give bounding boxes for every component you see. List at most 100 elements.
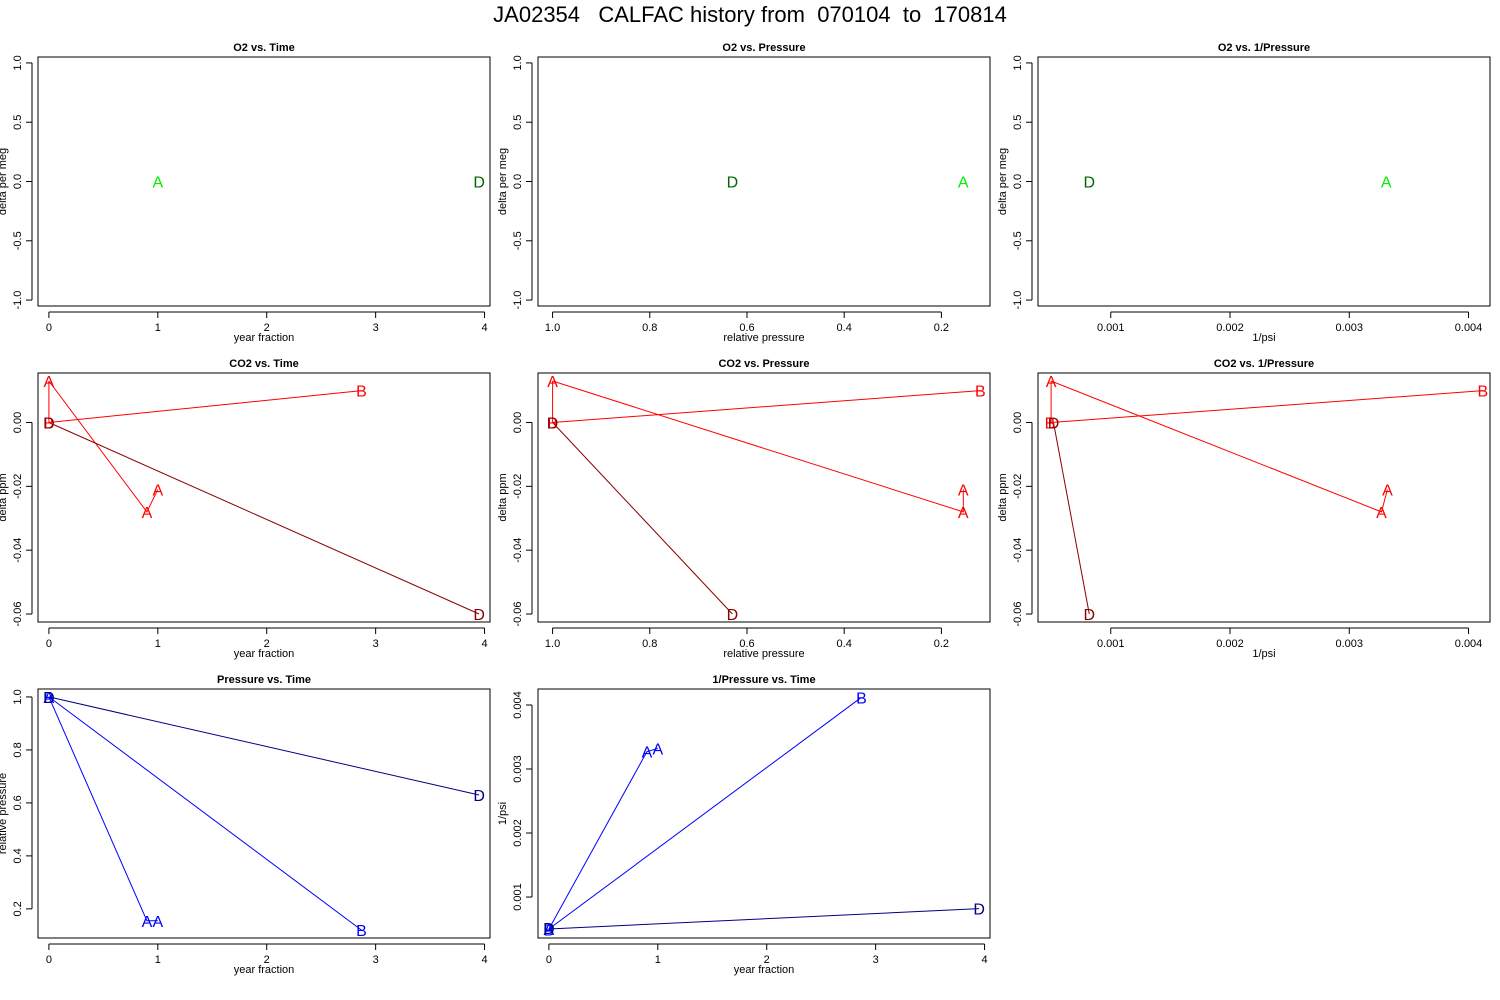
plot-frame — [1037, 372, 1491, 623]
data-point-a: A — [1382, 483, 1393, 500]
plot-frame — [1037, 56, 1491, 307]
data-point-b: B — [44, 690, 55, 707]
x-tick-label: 3 — [373, 322, 379, 334]
y-tick-label: 0.8 — [12, 742, 24, 757]
series-line — [48, 696, 158, 922]
y-tick-label: 0.5 — [1012, 115, 1024, 130]
y-tick-label: 0.004 — [512, 691, 524, 719]
series-line — [48, 696, 362, 931]
y-tick-label: -1.0 — [512, 291, 524, 310]
x-tick-label: 0.2 — [934, 322, 949, 334]
y-axis-label: 1/psi — [497, 802, 509, 825]
x-tick-label: 1.0 — [545, 322, 560, 334]
y-tick-label: 1.0 — [12, 55, 24, 70]
chart-title: Pressure vs. Time — [217, 674, 311, 686]
x-tick-label: 0.001 — [1097, 638, 1125, 650]
plot-frame — [37, 688, 491, 939]
y-axis-label: delta ppm — [997, 473, 1009, 521]
series-line — [48, 696, 480, 796]
series-line — [552, 422, 733, 615]
data-point-d: D — [1048, 415, 1060, 432]
chart-title: 1/Pressure vs. Time — [712, 674, 815, 686]
chart-title: CO2 vs. Pressure — [718, 358, 809, 370]
x-tick-label: 0.004 — [1455, 322, 1483, 334]
x-tick-label: 3 — [873, 954, 879, 966]
x-tick-label: 0.8 — [642, 638, 657, 650]
x-axis-label: year fraction — [734, 964, 795, 976]
series-line — [548, 696, 862, 930]
chart-panel-pressure-time: Pressure vs. Time 0 1 2 3 4 year fraction 0.2 0.… — [0, 674, 491, 976]
data-point-d: D — [43, 690, 55, 707]
x-tick-label: 0.4 — [837, 322, 852, 334]
y-tick-label: -0.02 — [12, 474, 24, 499]
y-tick-label: 0.00 — [512, 412, 524, 433]
x-tick-label: 4 — [481, 322, 487, 334]
x-tick-label: 0 — [46, 954, 52, 966]
x-tick-label: 1 — [155, 954, 161, 966]
y-axis-label: delta per meg — [497, 148, 509, 215]
y-tick-label: -0.04 — [12, 538, 24, 563]
y-tick-label: 0.00 — [12, 412, 24, 433]
series-line — [1050, 380, 1388, 513]
chart-panel-o2-pressure: O2 vs. Pressure 1.0 0.8 0.6 0.4 0.2 relative p… — [497, 42, 991, 344]
x-tick-label: 0.002 — [1216, 322, 1244, 334]
data-point-a: A — [44, 690, 55, 707]
data-point-b: B — [1478, 384, 1489, 401]
y-tick-label: 0.0 — [12, 174, 24, 189]
plot-frame — [537, 56, 991, 307]
data-point-b: B — [547, 415, 558, 432]
x-tick-label: 4 — [981, 954, 987, 966]
data-point-d: D — [1084, 607, 1096, 624]
chart-panel-o2-invpressure: O2 vs. 1/Pressure 0.001 0.002 0.003 0.004 1/p… — [997, 42, 1491, 344]
x-axis-label: relative pressure — [723, 648, 804, 660]
y-tick-label: -1.0 — [1012, 291, 1024, 310]
x-tick-label: 0.6 — [739, 638, 754, 650]
series-line — [552, 380, 964, 513]
y-tick-label: 0.6 — [12, 795, 24, 810]
data-point-b: B — [1045, 415, 1056, 432]
y-tick-label: 0.5 — [512, 115, 524, 130]
data-point-b: B — [356, 384, 367, 401]
data-point-d: D — [543, 921, 555, 938]
y-tick-label: -0.5 — [1012, 231, 1024, 250]
plot-frame — [37, 372, 491, 623]
y-tick-label: 1.0 — [1012, 55, 1024, 70]
x-axis-label: year fraction — [234, 964, 295, 976]
chart-title: O2 vs. Time — [233, 42, 295, 54]
data-point-a: A — [547, 374, 558, 391]
y-tick-label: 0.00 — [1012, 412, 1024, 433]
series-line — [48, 422, 480, 615]
data-point-a: A — [642, 745, 653, 762]
x-tick-label: 0.8 — [642, 322, 657, 334]
x-axis-label: 1/psi — [1252, 332, 1275, 344]
series-line — [48, 380, 159, 513]
y-tick-label: 1.0 — [12, 689, 24, 704]
chart-panel-invpressure-time: 1/Pressure vs. Time 0 1 2 3 4 year fraction 0.0… — [497, 674, 991, 976]
y-tick-label: -0.06 — [1012, 601, 1024, 626]
data-point-a: A — [958, 505, 969, 522]
x-tick-label: 3 — [373, 954, 379, 966]
x-tick-label: 2 — [264, 322, 270, 334]
chart-title: CO2 vs. Time — [229, 358, 299, 370]
x-tick-label: 2 — [264, 954, 270, 966]
x-tick-label: 1 — [655, 954, 661, 966]
chart-panel-o2-time: O2 vs. Time 0 1 2 3 4 year fraction -1.0 -0.5 0.0… — [0, 42, 491, 344]
data-point-d: D — [43, 415, 55, 432]
x-tick-label: 0.001 — [1097, 322, 1125, 334]
x-tick-label: 0.2 — [934, 638, 949, 650]
y-axis-label: delta ppm — [0, 473, 9, 521]
data-point-a: A — [544, 922, 555, 939]
y-tick-label: 1.0 — [512, 55, 524, 70]
x-tick-label: 0 — [46, 322, 52, 334]
y-tick-label: -0.06 — [12, 601, 24, 626]
x-axis-label: 1/psi — [1252, 648, 1275, 660]
plot-frame — [537, 372, 991, 623]
data-point-a: A — [142, 914, 153, 931]
y-tick-label: 0.003 — [512, 755, 524, 783]
data-point-a: A — [652, 742, 663, 759]
y-tick-label: 0.4 — [12, 848, 24, 863]
x-tick-label: 0.004 — [1455, 638, 1483, 650]
x-tick-label: 0 — [46, 638, 52, 650]
series-line — [48, 390, 362, 423]
